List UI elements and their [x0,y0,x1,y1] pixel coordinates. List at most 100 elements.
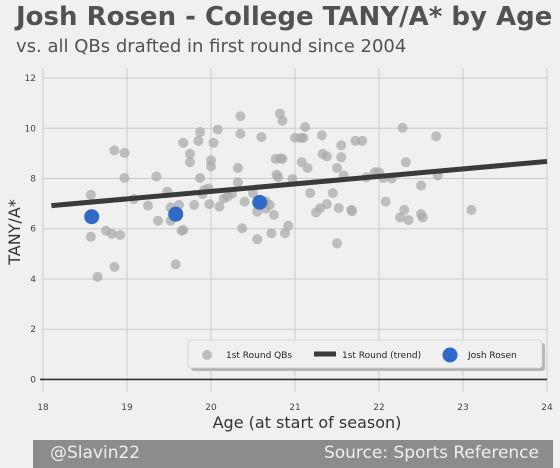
qb-data-point [417,212,428,223]
qb-data-point [305,188,316,199]
x-tick-label: 21 [289,403,300,413]
qb-data-point [399,204,410,215]
x-axis-label: Age (at start of season) [213,413,402,432]
y-tick-label: 6 [30,225,36,235]
y-axis-label: TANY/A* [5,199,24,266]
y-tick-label: 10 [25,124,37,134]
legend-marker-rosen [442,347,458,363]
qb-data-point [115,230,126,241]
qb-data-point [153,215,164,226]
qb-data-point [212,124,223,135]
qb-data-point [279,228,290,239]
qb-data-point [332,238,342,249]
legend-label-trend: 1st Round (trend) [342,351,421,361]
qb-data-point [185,157,195,168]
x-tick-label: 19 [121,403,133,413]
qb-data-point [214,201,225,212]
qb-data-point [266,228,277,239]
qb-data-point [321,151,332,162]
qb-data-point [466,204,477,215]
qb-data-point [336,152,347,163]
y-tick-label: 0 [30,375,36,385]
rosen-data-point [252,194,268,210]
qb-data-point [269,209,279,220]
qb-data-point [92,271,103,282]
x-tick-label: 24 [541,403,553,413]
qb-data-point [300,122,311,133]
qb-data-point [283,220,294,231]
qb-data-point [109,145,120,156]
qb-data-point [185,148,195,159]
qb-data-point [151,171,162,182]
qb-data-point [248,188,258,199]
qb-data-point [143,200,153,211]
qb-data-point [170,259,181,270]
qb-data-point [321,199,332,210]
footer-credit: @Slavin22 [50,443,141,463]
qb-data-point [235,128,246,139]
y-tick-label: 12 [25,74,36,84]
qb-data-point [85,231,96,242]
qb-data-point [85,189,96,200]
legend: 1st Round QBs 1st Round (trend) Josh Rosen [187,339,545,371]
qb-data-point [178,137,189,148]
qb-data-point [416,180,426,191]
rosen-data-point [84,209,100,225]
qb-data-point [298,132,309,143]
qb-data-point [347,206,358,217]
qb-data-point [235,111,246,122]
qb-data-point [239,196,250,207]
qb-data-point [193,135,204,146]
qb-data-point [273,172,284,183]
qb-data-point [204,199,215,210]
qb-data-point [327,188,338,199]
qb-data-point [232,162,243,173]
qb-data-point [431,131,442,142]
qb-data-point [195,127,206,138]
qb-data-point [109,261,120,272]
qb-data-point [256,132,267,143]
y-tick-label: 4 [30,275,36,285]
qb-data-point [316,130,327,141]
y-tick-label: 2 [30,325,36,335]
qb-data-point [277,115,288,126]
qb-data-point [380,196,391,207]
qb-data-point [395,212,405,223]
qb-data-point [357,135,368,146]
x-tick-label: 22 [373,403,384,413]
x-tick-label: 18 [37,403,49,413]
qb-data-point [333,203,344,214]
y-tick-label: 8 [30,175,36,185]
qb-data-point [195,173,206,184]
qb-data-point [189,199,200,210]
trend-line [51,158,548,209]
chart-title: Josh Rosen - College TANY/A* by Age [16,2,553,32]
qb-data-point [264,199,275,210]
qb-data-point [252,234,263,245]
qb-data-point [106,228,117,239]
legend-label-qbs: 1st Round QBs [226,351,292,361]
qb-data-point [232,177,243,188]
qb-data-point [302,162,313,173]
qb-data-point [206,155,216,166]
footer-bar: @Slavin22 Source: Sports Reference [33,440,553,468]
qb-data-point [178,225,189,235]
qb-data-point [119,147,130,158]
qb-data-point [332,162,342,173]
qb-data-point [237,223,248,234]
qb-data-point [403,214,414,225]
footer-source: Source: Sports Reference [323,443,539,463]
qb-data-point [397,122,408,133]
qb-data-point [277,153,288,164]
qb-data-point [208,137,219,148]
legend-label-rosen: Josh Rosen [467,351,517,361]
x-tick-label: 20 [205,403,217,413]
qb-data-point [336,140,347,151]
chart-subtitle: vs. all QBs drafted in first round since… [16,36,407,57]
qb-data-point [119,173,130,184]
x-tick-label: 23 [457,403,468,413]
rosen-data-point [168,206,184,222]
qb-data-point [400,157,411,168]
legend-marker-qbs [202,350,212,360]
